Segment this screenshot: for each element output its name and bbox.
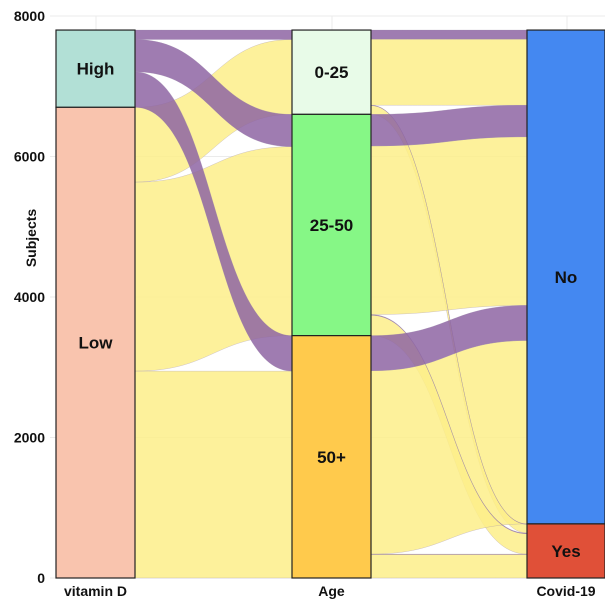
- stratum-high: [55, 29, 136, 108]
- stratum-label: 0-25: [314, 63, 348, 82]
- stratum-label: High: [77, 60, 115, 79]
- y-tick-label: 2000: [14, 430, 45, 446]
- flow-ribbon: [134, 29, 293, 40]
- stratum-low: [55, 106, 136, 579]
- flow-ribbon: [370, 38, 528, 106]
- stratum-50-: [291, 335, 372, 579]
- stratum-label: Yes: [551, 542, 580, 561]
- stratum-label: 25-50: [310, 216, 353, 235]
- stratum-label: Low: [79, 334, 114, 353]
- stratum-yes: [526, 523, 605, 579]
- y-tick-label: 6000: [14, 149, 45, 165]
- flow-ribbon: [134, 370, 293, 579]
- y-tick-label: 8000: [14, 8, 45, 24]
- x-axis-labels: vitamin D Age Covid-19: [64, 583, 596, 599]
- stratum-25-50: [291, 113, 372, 337]
- flow-ribbon: [370, 554, 528, 579]
- stratum-no: [526, 29, 605, 525]
- stratum-label: No: [555, 268, 578, 287]
- flow-ribbon: [370, 340, 528, 555]
- strata-bars: High Low 0-25 25-50 50+ No Yes: [55, 29, 605, 579]
- y-tick-label: 0: [37, 570, 45, 586]
- x-axis-label: Age: [318, 583, 345, 599]
- y-axis-ticks: 0 2000 4000 6000 8000: [14, 8, 45, 586]
- flow-ribbons: [134, 29, 528, 579]
- y-tick-label: 4000: [14, 289, 45, 305]
- stratum-label: 50+: [317, 448, 346, 467]
- flow-ribbon: [370, 136, 528, 315]
- stratum-0-25: [291, 29, 372, 115]
- x-axis-label: vitamin D: [64, 583, 127, 599]
- y-axis-label: Subjects: [23, 209, 39, 268]
- flow-ribbon: [370, 29, 528, 40]
- x-axis-label: Covid-19: [536, 583, 595, 599]
